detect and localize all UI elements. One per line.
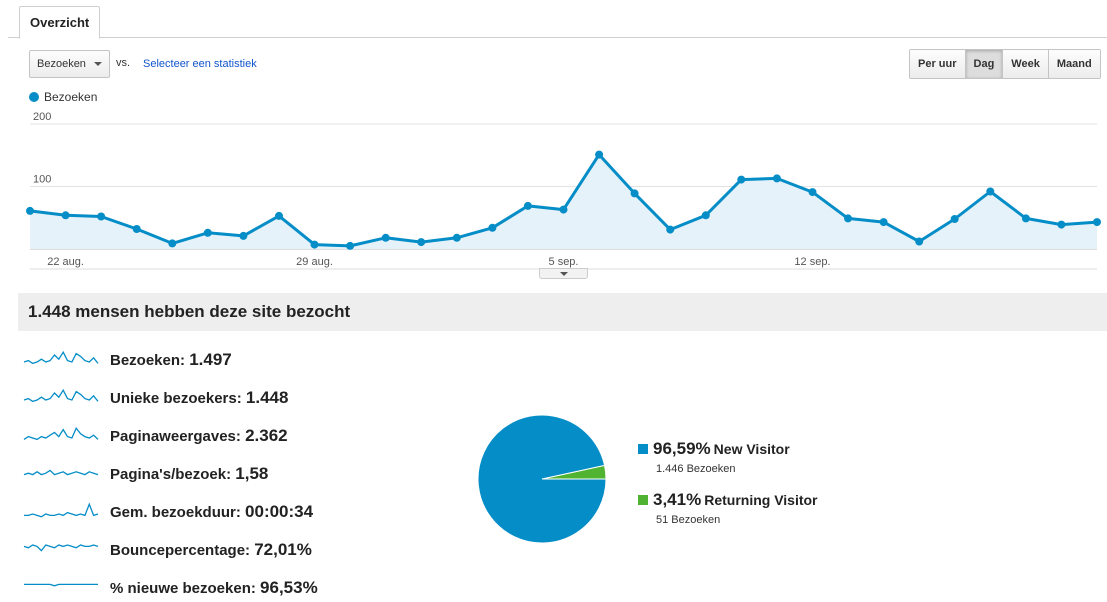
caret-down-icon	[94, 62, 102, 66]
summary-headline: 1.448 mensen hebben deze site bezocht	[18, 293, 1107, 331]
pie-legend-new: 96,59% New Visitor 1.446 Bezoeken	[638, 439, 790, 475]
metric-value: 1.448	[245, 388, 289, 407]
new-visitor-count: 1.446 Bezoeken	[656, 463, 736, 475]
data-point	[986, 187, 995, 196]
pie-slice-new-visitor[interactable]	[477, 414, 607, 544]
sparkline-icon	[24, 583, 98, 587]
metric-value: 00:00:34	[245, 502, 314, 521]
metric-value: 96,53%	[260, 578, 318, 597]
metric-row[interactable]: % nieuwe bezoeken: 96,53%	[22, 574, 318, 602]
granularity-hour-button[interactable]: Per uur	[910, 50, 965, 78]
area-fill	[30, 154, 1097, 249]
select-statistic-link[interactable]: Selecteer een statistiek	[143, 58, 257, 70]
data-point	[595, 150, 604, 159]
data-point	[630, 189, 639, 198]
data-point	[808, 188, 817, 197]
data-point	[97, 212, 106, 221]
metric-value: 1,58	[235, 464, 269, 483]
data-point	[666, 225, 675, 234]
metric-label: % nieuwe bezoeken:	[110, 580, 261, 597]
new-visitor-percent: 96,59%	[653, 439, 711, 458]
data-point	[844, 214, 852, 223]
granularity-group: Per uur Dag Week Maand	[909, 49, 1101, 79]
data-point	[310, 240, 319, 249]
x-tick-label: 29 aug.	[296, 256, 333, 268]
metric-row[interactable]: Bezoeken: 1.497	[22, 346, 232, 374]
vs-label: vs.	[116, 57, 131, 69]
returning-visitor-percent: 3,41%	[653, 490, 702, 509]
data-point	[1093, 218, 1101, 227]
data-point	[737, 175, 746, 184]
metric-row[interactable]: Unieke bezoekers: 1.448	[22, 384, 288, 412]
metric-value: 1.497	[189, 350, 232, 369]
data-point	[381, 233, 390, 242]
data-point	[26, 206, 34, 215]
data-point	[879, 218, 888, 227]
pie-legend-returning: 3,41% Returning Visitor 51 Bezoeken	[638, 490, 818, 526]
pie-chart	[477, 414, 607, 544]
chart-legend: Bezoeken	[29, 90, 97, 104]
metric-label: Bezoeken:	[110, 352, 190, 369]
metric-label: Bouncepercentage:	[110, 542, 255, 559]
data-point	[239, 231, 248, 240]
sparkline-icon	[23, 388, 99, 403]
data-point	[488, 223, 497, 232]
data-point	[203, 228, 212, 237]
returning-visitor-count: 51 Bezoeken	[656, 514, 721, 526]
chart-resize-handle[interactable]	[539, 268, 588, 279]
data-point	[772, 174, 781, 183]
data-point	[559, 205, 568, 214]
data-point	[346, 241, 355, 250]
y-tick-label: 100	[33, 174, 51, 186]
metric-row[interactable]: Paginaweergaves: 2.362	[22, 422, 288, 450]
granularity-day-button[interactable]: Dag	[964, 50, 1003, 78]
metric-row[interactable]: Bouncepercentage: 72,01%	[22, 536, 312, 564]
data-point	[523, 201, 532, 210]
new-visitor-swatch	[638, 444, 648, 454]
granularity-week-button[interactable]: Week	[1002, 50, 1048, 78]
metric-label: Paginaweergaves:	[110, 428, 246, 445]
sparkline-icon	[24, 502, 99, 518]
metric-row[interactable]: Gem. bezoekduur: 00:00:34	[22, 498, 313, 526]
sparkline-icon	[23, 350, 99, 365]
x-tick-label: 12 sep.	[794, 256, 830, 268]
chevron-down-icon	[560, 272, 568, 276]
y-tick-label: 200	[33, 111, 51, 123]
data-point	[168, 239, 177, 248]
data-point	[61, 211, 70, 220]
sparkline-icon	[23, 544, 99, 552]
data-point	[132, 225, 141, 233]
metric-value: 2.362	[245, 426, 288, 445]
metric-row[interactable]: Pagina's/bezoek: 1,58	[22, 460, 268, 488]
data-point	[452, 233, 461, 242]
new-visitor-label: New Visitor	[713, 441, 790, 457]
data-point	[275, 211, 283, 220]
x-tick-label: 5 sep.	[549, 256, 579, 268]
granularity-month-button[interactable]: Maand	[1047, 50, 1100, 78]
tab-overview[interactable]: Overzicht	[19, 6, 101, 39]
data-point	[950, 215, 959, 223]
data-point	[701, 211, 710, 220]
data-point	[1057, 220, 1066, 229]
sparkline-icon	[23, 469, 99, 476]
legend-label: Bezoeken	[44, 90, 98, 104]
line-chart: 100 200 22 aug. 29 aug. 5 sep. 12 sep.	[26, 111, 1101, 270]
metric-select[interactable]: Bezoeken	[29, 50, 110, 78]
returning-visitor-swatch	[638, 495, 648, 505]
returning-visitor-label: Returning Visitor	[704, 492, 818, 508]
metric-label: Pagina's/bezoek:	[110, 466, 236, 483]
data-point	[915, 237, 924, 246]
sparkline-icon	[23, 426, 99, 441]
tab-bar: Overzicht	[8, 0, 1107, 39]
data-point	[1021, 214, 1030, 223]
data-point	[417, 238, 426, 247]
metric-select-value: Bezoeken	[37, 58, 86, 70]
legend-dot-icon	[29, 92, 39, 102]
metric-label: Gem. bezoekduur:	[110, 504, 246, 521]
x-tick-label: 22 aug.	[47, 256, 84, 268]
metric-label: Unieke bezoekers:	[110, 390, 246, 407]
metric-value: 72,01%	[254, 540, 312, 559]
